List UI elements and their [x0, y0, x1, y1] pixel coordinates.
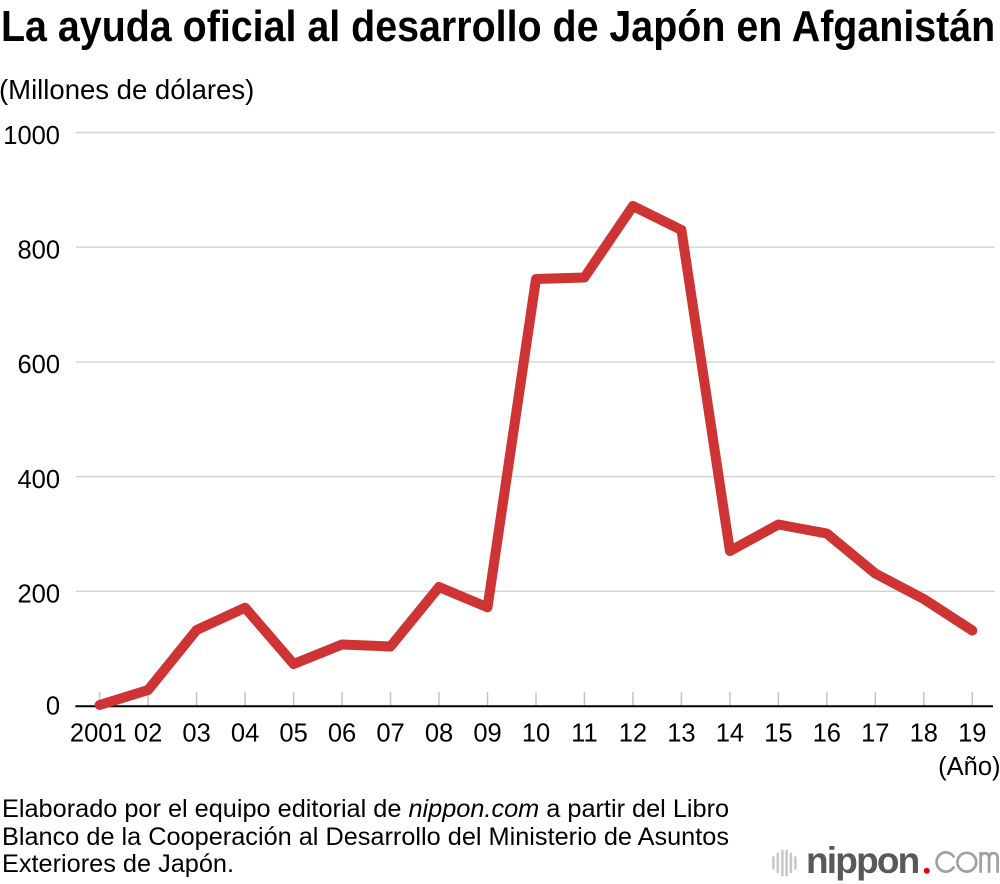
svg-text:11: 11	[571, 719, 597, 747]
svg-text:12: 12	[619, 719, 647, 747]
svg-text:10: 10	[522, 719, 550, 747]
svg-text:0: 0	[46, 693, 60, 721]
svg-text:08: 08	[425, 719, 453, 747]
svg-text:nippon: nippon	[806, 840, 919, 881]
svg-text:17: 17	[861, 719, 889, 747]
svg-text:16: 16	[813, 719, 841, 747]
svg-text:06: 06	[328, 719, 356, 747]
svg-text:19: 19	[958, 719, 986, 747]
svg-text:(Año): (Año)	[938, 753, 1000, 781]
svg-text:13: 13	[667, 719, 695, 747]
svg-text:05: 05	[279, 719, 307, 747]
svg-text:15: 15	[764, 719, 792, 747]
svg-text:400: 400	[17, 466, 60, 494]
svg-text:2001: 2001	[70, 719, 127, 747]
svg-text:09: 09	[473, 719, 501, 747]
svg-text:03: 03	[182, 719, 210, 747]
svg-text:600: 600	[17, 351, 60, 379]
svg-text:07: 07	[376, 719, 404, 747]
svg-text:18: 18	[910, 719, 938, 747]
svg-text:02: 02	[134, 719, 162, 747]
svg-text:200: 200	[17, 581, 60, 609]
svg-text:14: 14	[716, 719, 744, 747]
svg-text:800: 800	[17, 237, 60, 265]
svg-text:04: 04	[231, 719, 259, 747]
svg-text:1000: 1000	[3, 122, 60, 150]
